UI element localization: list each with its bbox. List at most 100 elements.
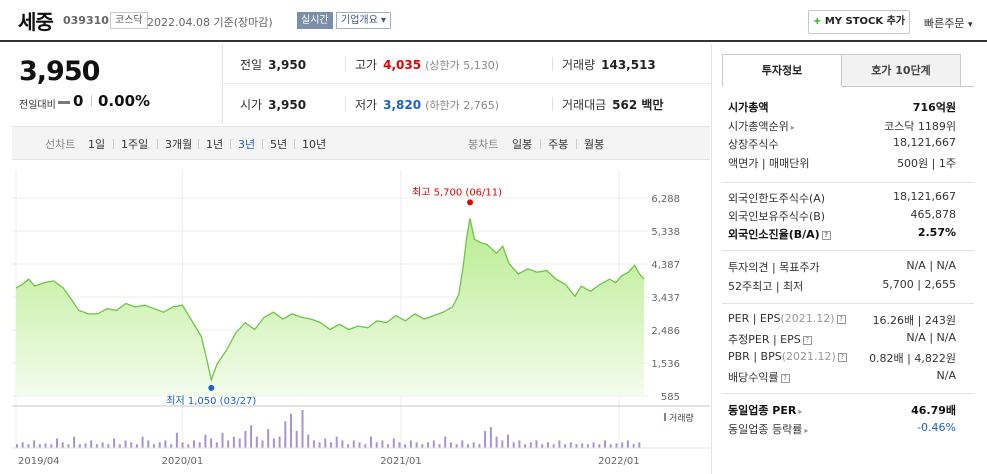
line-chart-label: 선차트 bbox=[45, 138, 76, 151]
volume-bar bbox=[158, 442, 161, 448]
volume-bar bbox=[130, 442, 133, 448]
realtime-button[interactable]: 실시간 bbox=[297, 12, 333, 29]
divider bbox=[722, 303, 974, 304]
info-row-label: 외국인소진율(B/A)? bbox=[728, 226, 831, 242]
info-icon[interactable]: ? bbox=[836, 315, 846, 324]
volume-bar bbox=[586, 444, 589, 448]
volume-bar bbox=[638, 442, 641, 448]
volume-bar bbox=[107, 444, 110, 448]
tab-order-book-10[interactable]: 호가 10단계 bbox=[841, 54, 961, 87]
info-row-label: 액면가 | 매매단위 bbox=[728, 156, 810, 170]
tab-weekly-candle[interactable]: 주봉 bbox=[548, 138, 569, 151]
info-row-value: 코스닥 1189위 bbox=[884, 119, 956, 133]
info-row: 시가총액 716억원 bbox=[728, 97, 956, 115]
volume-bar bbox=[375, 442, 378, 448]
info-row-period: (2021.12) bbox=[781, 350, 836, 363]
info-icon[interactable]: ? bbox=[780, 374, 790, 383]
info-row: PER | EPS(2021.12)? 16.26배 | 243원 bbox=[728, 310, 956, 328]
chevron-down-icon: ▾ bbox=[381, 15, 387, 26]
info-row-label: 시가총액순위 ▸ bbox=[728, 119, 795, 133]
volume-bar bbox=[518, 440, 521, 448]
tab-5y[interactable]: 5년 bbox=[270, 138, 288, 151]
info-row-value: 500원 | 1주 bbox=[897, 156, 956, 170]
info-row-value: -0.46% bbox=[917, 421, 956, 434]
volume-bar bbox=[90, 440, 93, 448]
info-row[interactable]: 동일업종 PER ▸ 46.79배 bbox=[728, 400, 956, 418]
volume-bar bbox=[95, 444, 98, 448]
price-chart-svg: 6,288 5,338 4,387 3,437 2,486 1,536 585 최고 5,70… bbox=[12, 170, 710, 467]
trade-amount: 거래대금 562 백만 bbox=[562, 96, 663, 113]
high-marker bbox=[467, 199, 474, 206]
tab-3y[interactable]: 3년 bbox=[238, 138, 256, 151]
investment-info-panel: 투자정보 호가 10단계 시가총액 716억원 시가총액순위 ▸ 코스닥 1189위 상장… bbox=[711, 44, 987, 474]
volume-bar bbox=[615, 443, 618, 448]
info-row-label: 동일업종 PER ▸ bbox=[728, 404, 803, 417]
info-row-value: 18,121,667 bbox=[893, 136, 956, 149]
tab-1w[interactable]: 1주일 bbox=[121, 138, 149, 151]
volume-bar bbox=[232, 436, 235, 448]
info-row: 추정PER | EPS? N/A | N/A bbox=[728, 329, 956, 347]
current-price: 3,950 bbox=[19, 56, 100, 87]
add-my-stock-button[interactable]: + MY STOCK 추가 bbox=[808, 10, 910, 34]
volume-bar bbox=[381, 440, 384, 448]
info-row-value: 46.79배 bbox=[911, 404, 956, 417]
volume-bar bbox=[215, 442, 218, 448]
diff-label: 전일대비 bbox=[19, 100, 56, 111]
tab-10y[interactable]: 10년 bbox=[302, 138, 327, 151]
change-rate: 0.00% bbox=[98, 92, 151, 110]
base-date: 2022.04.08 기준(장마감) bbox=[147, 16, 273, 29]
volume-bar bbox=[221, 432, 224, 448]
info-icon[interactable]: ? bbox=[802, 336, 812, 345]
volume-bar bbox=[387, 444, 390, 448]
quick-order-button[interactable]: 빠른주문 ▾ bbox=[924, 15, 973, 31]
volume: 거래량 143,513 bbox=[562, 56, 656, 73]
volume-bar bbox=[175, 432, 178, 448]
company-overview-dropdown[interactable]: 기업개요 ▾ bbox=[336, 12, 392, 29]
tab-investment-info[interactable]: 투자정보 bbox=[722, 54, 842, 87]
volume-bar bbox=[44, 443, 47, 448]
volume-bar bbox=[352, 440, 355, 448]
volume-bar bbox=[295, 430, 298, 448]
tab-1d[interactable]: 1일 bbox=[88, 138, 106, 151]
volume-legend-swatch bbox=[664, 413, 666, 421]
info-row-period: (2021.12) bbox=[780, 312, 835, 325]
price-chart[interactable]: 6,288 5,338 4,387 3,437 2,486 1,536 585 최고 5,70… bbox=[12, 160, 710, 474]
info-row-label: 상장주식수 bbox=[728, 138, 779, 151]
info-row: 상장주식수 18,121,667 bbox=[728, 134, 956, 152]
info-icon[interactable]: ? bbox=[821, 231, 831, 240]
volume-bar bbox=[27, 444, 30, 448]
y-tick-label: 585 bbox=[661, 392, 680, 403]
volume-bar bbox=[84, 443, 87, 448]
tab-daily-candle[interactable]: 일봉 bbox=[512, 138, 533, 151]
volume-bar bbox=[135, 444, 138, 448]
volume-bar bbox=[238, 438, 241, 448]
volume-bar bbox=[21, 442, 24, 448]
tab-monthly-candle[interactable]: 월봉 bbox=[584, 138, 605, 151]
volume-bar bbox=[118, 444, 121, 448]
divider bbox=[540, 139, 541, 149]
info-row-label: 배당수익률? bbox=[728, 369, 790, 385]
low-label: 최저 1,050 (03/27) bbox=[166, 395, 256, 407]
price-area bbox=[16, 218, 644, 396]
volume-value: 143,513 bbox=[601, 58, 656, 72]
tab-3m[interactable]: 3개월 bbox=[165, 138, 193, 151]
open-label: 시가 bbox=[240, 98, 263, 112]
quick-order-label: 빠른주문 bbox=[924, 17, 965, 30]
info-icon[interactable]: ? bbox=[837, 353, 847, 362]
volume-bar bbox=[609, 444, 612, 448]
market-badge: 코스닥 bbox=[110, 12, 148, 29]
volume-bar bbox=[164, 440, 167, 448]
info-row[interactable]: 시가총액순위 ▸ 코스닥 1189위 bbox=[728, 116, 956, 134]
info-row-label: 추정PER | EPS? bbox=[728, 331, 812, 347]
tab-1y[interactable]: 1년 bbox=[206, 138, 224, 151]
volume-bar bbox=[347, 444, 350, 448]
volume-bar bbox=[56, 438, 58, 448]
prev-close-value: 3,950 bbox=[268, 58, 307, 72]
x-tick-label: 2022/01 bbox=[598, 456, 640, 467]
info-row-value: 2.57% bbox=[917, 226, 956, 239]
volume-bar bbox=[324, 438, 327, 448]
chevron-right-icon: ▸ bbox=[790, 122, 795, 132]
info-row[interactable]: 동일업종 등락률 ▸ -0.46% bbox=[728, 419, 956, 437]
volume-bar bbox=[301, 410, 304, 448]
info-row-value: 18,121,667 bbox=[893, 190, 956, 203]
